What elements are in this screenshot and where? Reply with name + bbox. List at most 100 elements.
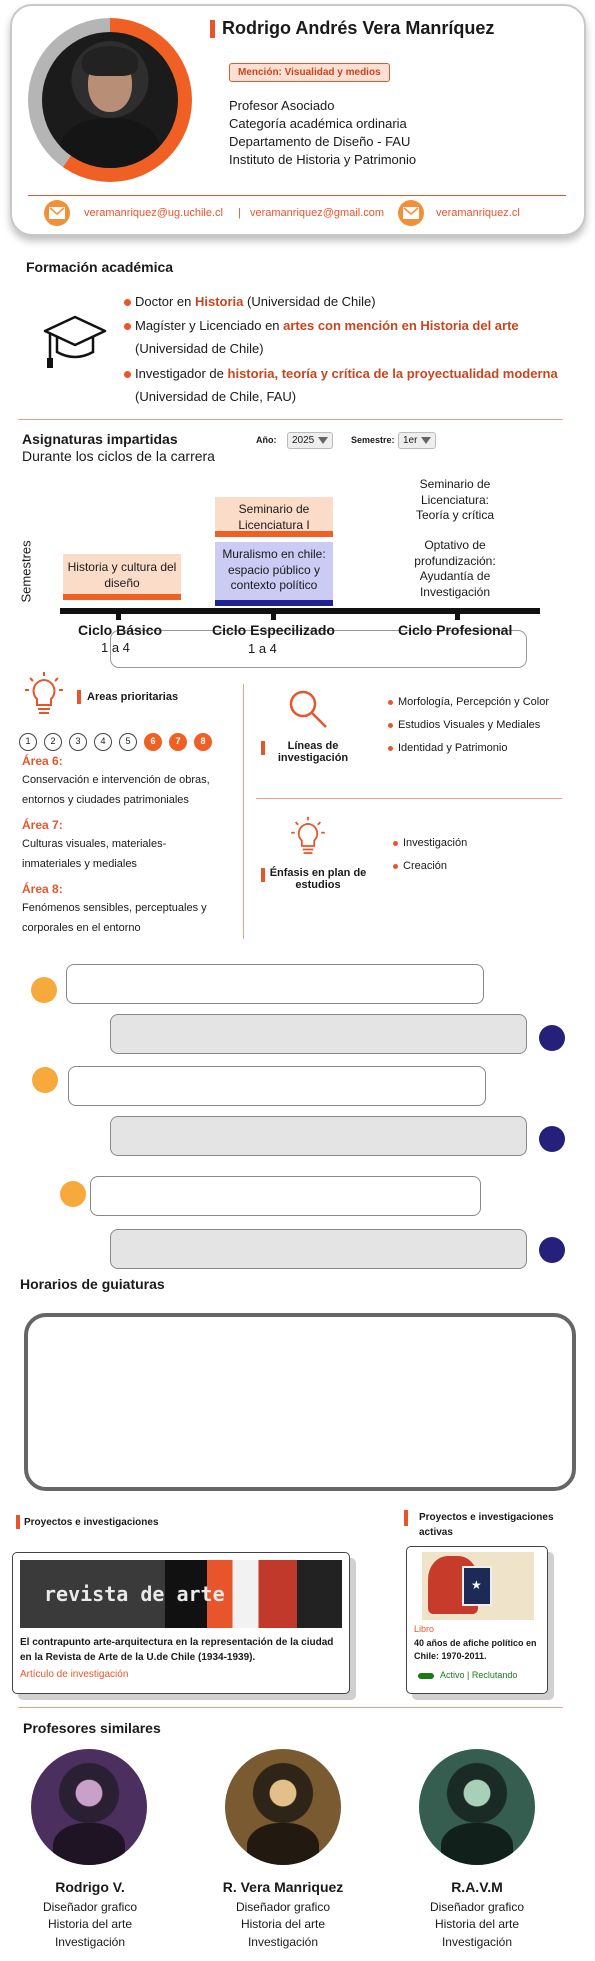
mention-badge: Mención: Visualidad y medios bbox=[229, 63, 390, 82]
timeline-tick bbox=[271, 610, 276, 620]
email-link-uchile[interactable]: veramanriquez@ug.uchile.cl bbox=[84, 207, 223, 219]
subject-optativo[interactable]: Optativo de profundización: Ayudantía de… bbox=[414, 538, 496, 599]
linea-item: Morfología, Percepción y Color bbox=[388, 696, 549, 708]
web-icon[interactable] bbox=[398, 200, 424, 226]
timeline-dot bbox=[32, 1067, 58, 1093]
avatar bbox=[42, 32, 178, 168]
ciclo-range-pill bbox=[110, 630, 527, 668]
formacion-item: Doctor en Historia (Universidad de Chile… bbox=[124, 294, 376, 309]
timeline-entry[interactable] bbox=[68, 1066, 486, 1106]
role-line: Departamento de Diseño - FAU bbox=[229, 134, 411, 149]
ciclo-basico-range: 1 a 4 bbox=[101, 640, 130, 655]
magnifier-icon bbox=[286, 687, 330, 736]
enfasis-item: Investigación bbox=[393, 837, 467, 849]
area-label: Área 6: bbox=[22, 754, 63, 768]
area-number[interactable]: 3 bbox=[69, 733, 87, 751]
formacion-item-institution: (Universidad de Chile) bbox=[135, 341, 264, 356]
formacion-title: Formación académica bbox=[26, 259, 174, 275]
area-text: Conservación e intervención de obras, en… bbox=[22, 774, 210, 806]
project-image: revista de arte bbox=[20, 1560, 342, 1628]
semester-label: Semestre: bbox=[351, 435, 395, 445]
area-number[interactable]: 1 bbox=[19, 733, 37, 751]
book-title[interactable]: 40 años de afiche político en Chile: 197… bbox=[414, 1638, 537, 1662]
vertical-divider bbox=[243, 684, 244, 939]
ciclo-profesional[interactable]: Ciclo Profesional bbox=[398, 622, 513, 638]
accent-bar bbox=[77, 690, 81, 704]
subject-seminario[interactable]: Seminario de Licenciatura I bbox=[215, 497, 333, 537]
contact-divider bbox=[28, 195, 566, 196]
ciclo-especializado-range: 1 a 4 bbox=[248, 641, 277, 656]
timeline-dot bbox=[31, 977, 57, 1003]
project-title[interactable]: El contrapunto arte-arquitectura en la r… bbox=[20, 1637, 334, 1663]
similar-professor-avatar[interactable] bbox=[31, 1749, 147, 1865]
area-number[interactable]: 2 bbox=[44, 733, 62, 751]
role-line: Categoría académica ordinaria bbox=[229, 116, 407, 131]
horarios-title: Horarios de guiaturas bbox=[20, 1276, 165, 1292]
areas-title: Areas prioritarias bbox=[87, 691, 179, 703]
timeline-tick bbox=[116, 610, 121, 620]
similar-professor-detail: Diseñador grafico Historia del arte Invest… bbox=[42, 1900, 138, 1949]
timeline-dot bbox=[539, 1237, 565, 1263]
timeline-entry[interactable] bbox=[90, 1176, 481, 1216]
similar-professor-avatar[interactable] bbox=[419, 1749, 535, 1865]
area-number[interactable]: 5 bbox=[119, 733, 137, 751]
name-accent-bar bbox=[210, 20, 215, 38]
subject-seminario-licenciatura[interactable]: Seminario de Licenciatura: Teoría y crít… bbox=[415, 477, 495, 523]
mail-icon[interactable] bbox=[44, 200, 70, 226]
similar-professor-detail: Diseñador grafico Historia del arte Invest… bbox=[429, 1900, 525, 1949]
accent-bar bbox=[16, 1515, 20, 1529]
active-project-tag: Libro bbox=[414, 1624, 435, 1634]
role-line: Instituto de Historia y Patrimonio bbox=[229, 152, 417, 167]
timeline-entry[interactable] bbox=[66, 964, 484, 1004]
website-link[interactable]: veramanriquez.cl bbox=[436, 207, 520, 219]
project-image-text: revista de arte bbox=[44, 1582, 225, 1606]
proyectos-title: Proyectos e investigaciones bbox=[24, 1517, 159, 1528]
formacion-item: Investigador de historia, teoría y críti… bbox=[124, 366, 558, 381]
area-number-active[interactable]: 7 bbox=[169, 733, 187, 751]
lineas-title: Líneas de investigación bbox=[277, 740, 349, 764]
timeline-entry[interactable] bbox=[110, 1116, 527, 1156]
subject-historia[interactable]: Historia y cultura del diseño bbox=[63, 554, 181, 600]
timeline-dot bbox=[539, 1126, 565, 1152]
timeline-dot bbox=[60, 1181, 86, 1207]
accent-bar bbox=[404, 1510, 408, 1526]
accent-bar bbox=[261, 741, 265, 755]
profile-name: Rodrigo Andrés Vera Manríquez bbox=[222, 18, 495, 38]
timeline-entry[interactable] bbox=[110, 1014, 527, 1054]
area-number-active[interactable]: 6 bbox=[144, 733, 162, 751]
similar-professor-name[interactable]: R. Vera Manriquez bbox=[222, 1879, 344, 1895]
year-select[interactable]: 2025 bbox=[287, 432, 334, 449]
enfasis-title: Énfasis en plan de estudios bbox=[269, 867, 367, 891]
subject-muralismo[interactable]: Muralismo en chile: espacio público y co… bbox=[215, 542, 333, 606]
ciclo-basico[interactable]: Ciclo Básico bbox=[78, 622, 163, 638]
area-number-active[interactable]: 8 bbox=[194, 733, 212, 751]
book-cover-image: ★ bbox=[422, 1552, 534, 1620]
horizontal-divider bbox=[256, 798, 562, 799]
lightbulb-icon bbox=[22, 670, 66, 727]
project-tag: Artículo de investigación bbox=[20, 1669, 129, 1680]
similar-professor-name[interactable]: R.A.V.M bbox=[451, 1879, 503, 1895]
role-line: Profesor Asociado bbox=[229, 98, 335, 113]
formacion-item: Magíster y Licenciado en artes con menci… bbox=[124, 318, 519, 333]
semester-select[interactable]: 1er bbox=[398, 432, 437, 449]
area-text: Culturas visuales, materiales-inmaterial… bbox=[22, 838, 167, 870]
area-number[interactable]: 4 bbox=[94, 733, 112, 751]
timeline-entry[interactable] bbox=[110, 1229, 527, 1269]
ciclo-especializado[interactable]: Ciclo Especilizado bbox=[212, 622, 335, 638]
timeline-dot bbox=[539, 1025, 565, 1051]
area-label: Área 7: bbox=[22, 818, 63, 832]
similar-professor-name[interactable]: Rodrigo V. bbox=[55, 1879, 125, 1895]
horarios-panel[interactable] bbox=[24, 1313, 576, 1491]
ciclos-timeline bbox=[60, 608, 540, 614]
area-label: Área 8: bbox=[22, 882, 63, 896]
linea-item: Identidad y Patrimonio bbox=[388, 742, 507, 754]
enfasis-item: Creación bbox=[393, 860, 447, 872]
proyectos-activos-title: Proyectos e investigaciones activas bbox=[419, 1512, 554, 1538]
similar-professor-avatar[interactable] bbox=[225, 1749, 341, 1865]
section-divider bbox=[18, 419, 563, 420]
asignaturas-subtitle: Durante los ciclos de la carrera bbox=[22, 448, 215, 464]
email-link-gmail[interactable]: veramanriquez@gmail.com bbox=[250, 207, 385, 219]
linea-item: Estudios Visuales y Mediales bbox=[388, 719, 540, 731]
section-divider bbox=[18, 1707, 563, 1708]
